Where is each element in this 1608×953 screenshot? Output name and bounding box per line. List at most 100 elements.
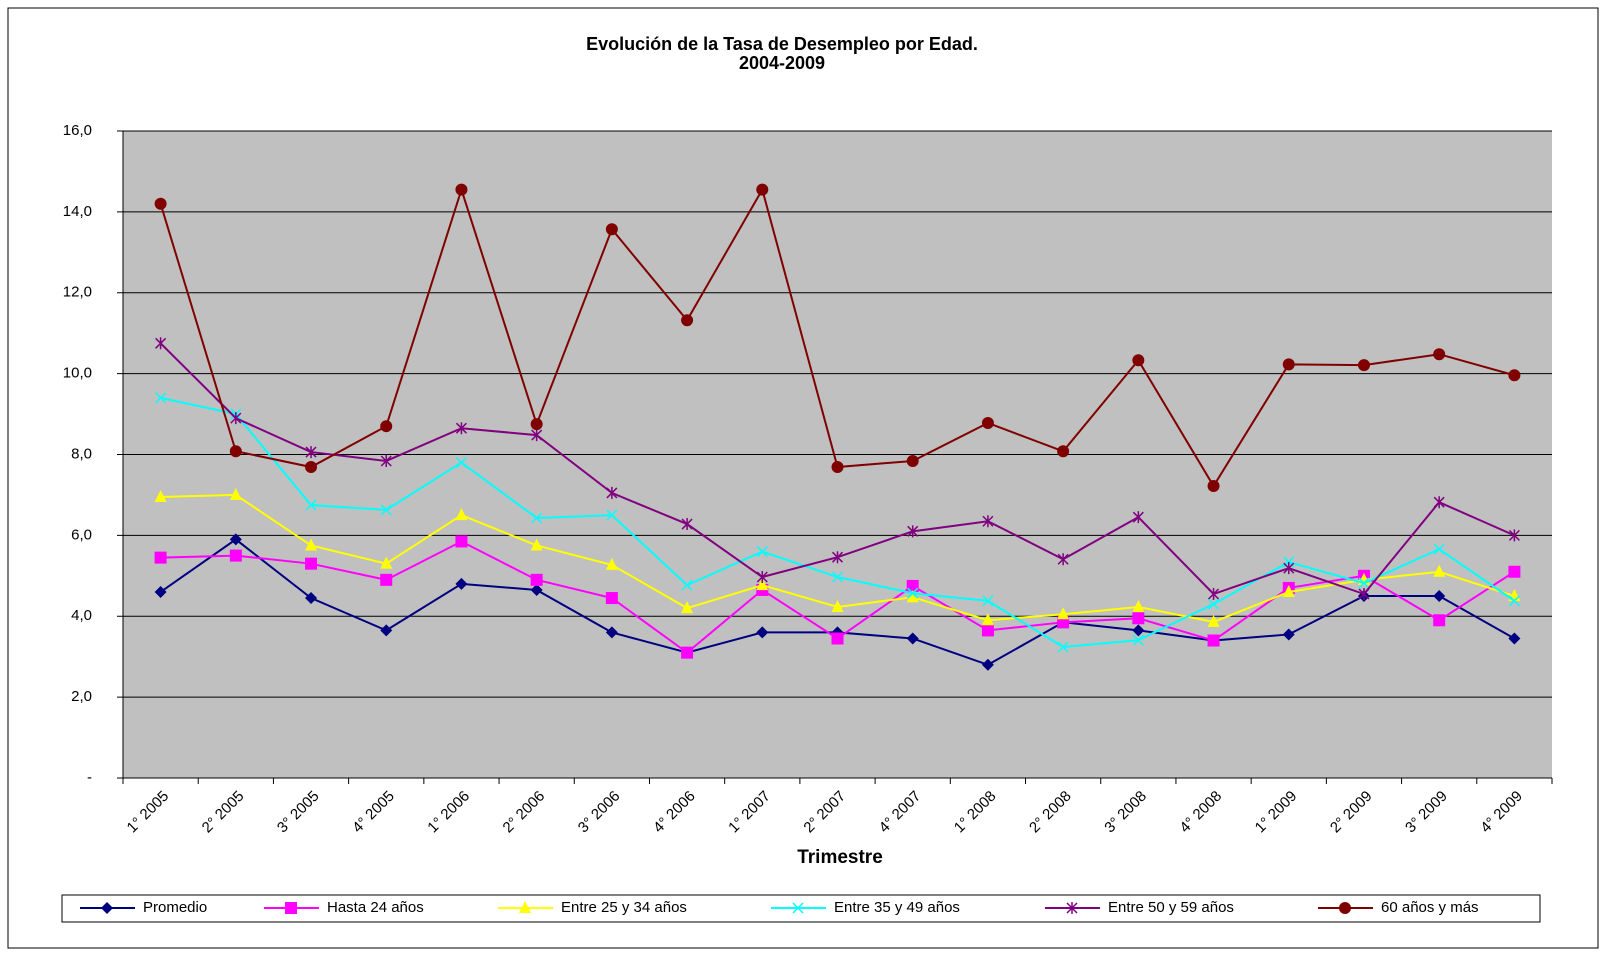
marker (681, 579, 693, 591)
marker (1282, 358, 1295, 371)
marker-stroke (1433, 543, 1445, 555)
marker (1207, 614, 1220, 627)
marker (530, 573, 543, 586)
marker (305, 461, 318, 474)
marker (1358, 577, 1370, 589)
marker (1433, 590, 1446, 603)
marker-stroke (681, 579, 693, 591)
marker-stroke (1057, 641, 1069, 653)
marker (1132, 354, 1145, 367)
marker (681, 518, 693, 531)
marker (605, 223, 618, 236)
legend-label: 60 años y más (1381, 899, 1479, 916)
marker (380, 624, 393, 637)
marker (380, 556, 393, 569)
marker (982, 515, 994, 528)
marker (1057, 607, 1070, 620)
marker (606, 509, 618, 521)
marker (1433, 564, 1446, 577)
marker (605, 557, 618, 570)
marker (831, 551, 844, 564)
marker (530, 583, 543, 596)
marker (155, 392, 167, 404)
marker (285, 902, 297, 914)
marker-stroke (907, 525, 919, 538)
y-tick-label: 6,0 (71, 526, 92, 543)
marker (1132, 599, 1145, 612)
marker (606, 486, 618, 499)
marker (154, 197, 167, 210)
legend-label: Promedio (143, 899, 207, 916)
marker (455, 457, 467, 469)
marker-stroke (606, 509, 618, 521)
marker (229, 549, 242, 562)
marker-stroke (1132, 511, 1144, 524)
marker-stroke (1283, 562, 1295, 575)
marker (230, 412, 242, 425)
marker (1433, 543, 1445, 555)
marker (1358, 588, 1370, 601)
marker-stroke (907, 587, 919, 599)
marker (906, 454, 919, 467)
marker (154, 551, 167, 564)
marker (101, 902, 113, 914)
marker (455, 422, 467, 435)
marker (380, 573, 393, 586)
marker (1207, 634, 1220, 647)
x-axis-label: Trimestre (797, 847, 883, 868)
marker (1207, 480, 1220, 493)
marker-stroke (230, 412, 242, 425)
chart-title: Evolución de la Tasa de Desempleo por Ed… (586, 34, 978, 54)
marker (305, 557, 318, 570)
marker (982, 595, 994, 607)
marker-stroke (1066, 902, 1078, 914)
marker-stroke (1358, 577, 1370, 589)
marker (605, 626, 618, 639)
marker (756, 578, 769, 591)
marker-stroke (531, 512, 543, 524)
marker (305, 592, 318, 605)
marker (305, 446, 317, 459)
marker (455, 577, 468, 590)
legend-label: Entre 25 y 34 años (561, 899, 687, 916)
marker (229, 445, 242, 458)
marker (229, 533, 242, 546)
marker (455, 535, 468, 548)
marker-stroke (1132, 634, 1144, 646)
marker (1066, 902, 1078, 914)
marker (1282, 628, 1295, 641)
marker-stroke (756, 546, 768, 558)
marker (1057, 553, 1069, 566)
marker (1057, 445, 1070, 458)
marker (1283, 562, 1295, 575)
marker (530, 418, 543, 431)
marker (1357, 359, 1370, 372)
marker (831, 571, 844, 583)
marker (380, 420, 393, 433)
marker (1508, 565, 1521, 578)
marker-stroke (455, 422, 467, 435)
marker-stroke (305, 446, 317, 459)
chart-subtitle: 2004-2009 (739, 53, 825, 73)
marker-stroke (380, 504, 392, 516)
marker (1132, 624, 1145, 637)
marker (1508, 369, 1521, 382)
marker (519, 901, 531, 913)
marker (605, 592, 618, 605)
marker (981, 624, 994, 637)
marker-stroke (756, 571, 768, 584)
marker (1339, 902, 1351, 914)
marker (681, 646, 694, 659)
marker (455, 508, 468, 521)
marker-stroke (831, 551, 844, 564)
y-tick-label: 10,0 (63, 365, 92, 382)
marker (1433, 348, 1446, 361)
marker (1132, 634, 1144, 646)
marker-stroke (1508, 529, 1520, 542)
marker (455, 183, 468, 196)
marker (1132, 511, 1144, 524)
marker (792, 902, 804, 914)
marker-stroke (380, 454, 392, 467)
marker (1132, 612, 1145, 625)
